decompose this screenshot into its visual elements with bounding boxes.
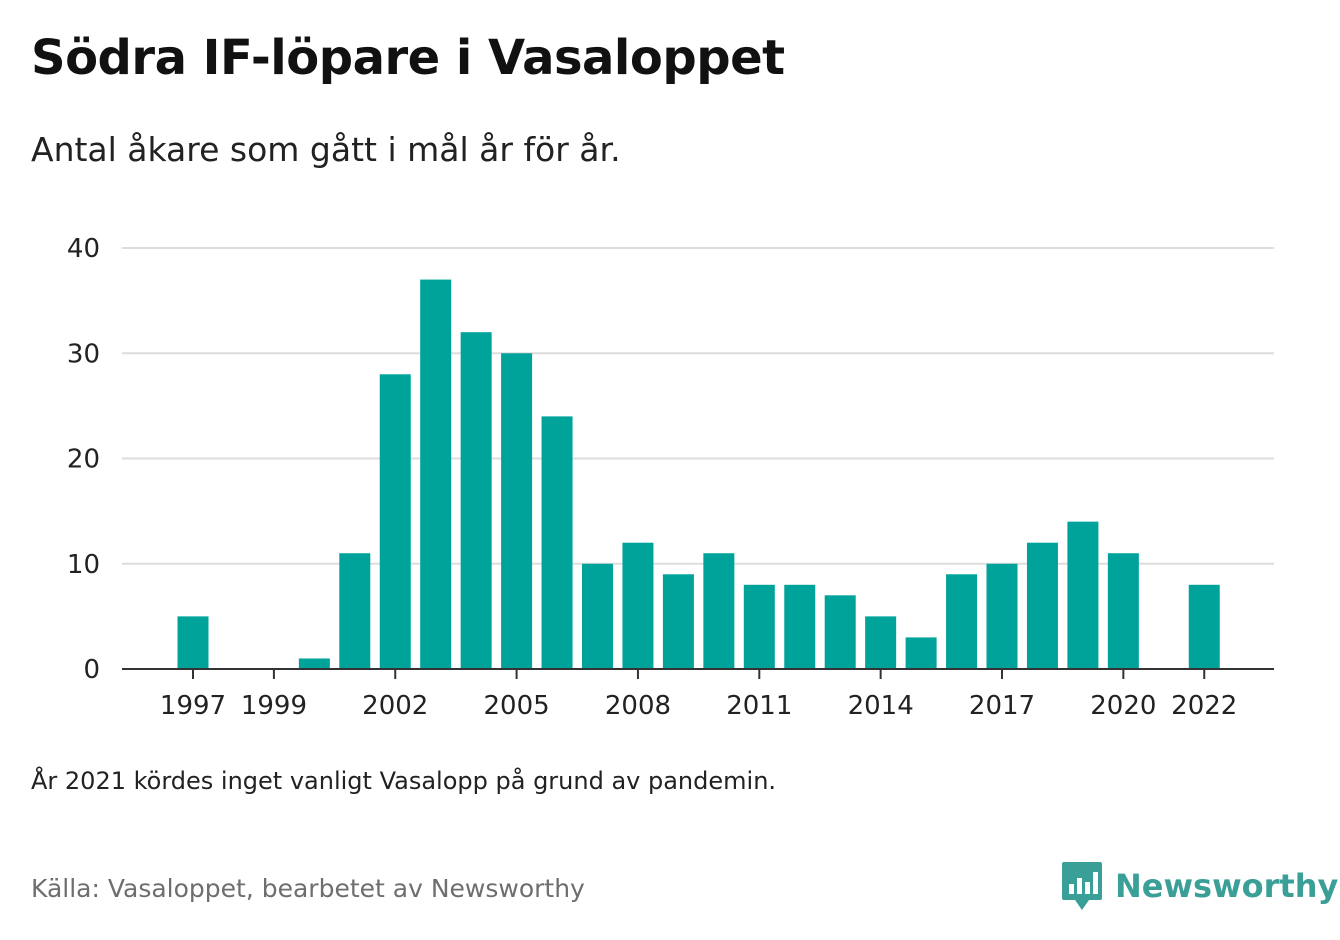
grid-lines xyxy=(122,247,1274,565)
bar-2011 xyxy=(743,584,775,669)
logo-text: Newsworthy xyxy=(1115,867,1339,905)
x-tick-label: 2005 xyxy=(484,691,550,721)
y-tick-label: 10 xyxy=(67,550,100,580)
x-tick-label: 2014 xyxy=(848,691,914,721)
y-tick-labels: 0 10 20 30 40 xyxy=(67,234,100,685)
bar-2013 xyxy=(824,595,856,669)
bar-2003 xyxy=(420,279,452,669)
x-axis xyxy=(122,668,1274,679)
bar-2008 xyxy=(622,542,654,669)
bar-2014 xyxy=(865,616,897,669)
chart-title: Södra IF-löpare i Vasaloppet xyxy=(31,30,785,86)
bar-2006 xyxy=(541,416,573,669)
y-tick-label: 0 xyxy=(83,655,100,685)
x-tick-label: 2011 xyxy=(726,691,792,721)
bar-2019 xyxy=(1067,521,1099,669)
newsworthy-logo: Newsworthy xyxy=(1061,860,1338,912)
y-tick-label: 30 xyxy=(67,339,100,369)
newsworthy-chart-bubble-icon xyxy=(1062,862,1102,910)
bars xyxy=(177,279,1220,669)
bar-2000 xyxy=(298,658,330,669)
x-tick-label: 1999 xyxy=(241,691,307,721)
bar-chart: 0 10 20 30 40 1997 1999 2002 2005 2008 2011 2014 20… xyxy=(67,234,1274,721)
bar-2012 xyxy=(784,584,816,669)
bar-2007 xyxy=(582,563,613,669)
y-tick-label: 20 xyxy=(67,445,100,475)
bar-2020 xyxy=(1107,553,1139,669)
x-tick-label: 2022 xyxy=(1171,691,1237,721)
bar-2010 xyxy=(703,553,735,669)
bar-2001 xyxy=(339,553,371,669)
x-tick-labels: 1997 1999 2002 2005 2008 2011 2014 2017 2020 2022 xyxy=(160,691,1237,721)
bar-2015 xyxy=(905,637,937,669)
chart-note: År 2021 kördes inget vanligt Vasalopp på… xyxy=(31,767,777,795)
x-tick-label: 2017 xyxy=(969,691,1035,721)
x-tick-label: 1997 xyxy=(160,691,226,721)
x-tick-label: 2002 xyxy=(362,691,428,721)
source-credit: Källa: Vasaloppet, bearbetet av Newswort… xyxy=(31,874,585,903)
bar-2022 xyxy=(1188,584,1220,669)
x-tick-label: 2008 xyxy=(605,691,671,721)
chart-subtitle: Antal åkare som gått i mål år för år. xyxy=(31,130,621,169)
bar-1997 xyxy=(177,616,209,669)
bar-2002 xyxy=(379,374,411,669)
bar-2017 xyxy=(986,563,1018,669)
bar-2004 xyxy=(460,332,492,669)
bar-2016 xyxy=(946,574,978,669)
bar-2005 xyxy=(501,353,533,669)
bar-2018 xyxy=(1026,542,1058,669)
y-tick-label: 40 xyxy=(67,234,100,264)
bar-2009 xyxy=(662,574,694,669)
x-tick-label: 2020 xyxy=(1090,691,1156,721)
